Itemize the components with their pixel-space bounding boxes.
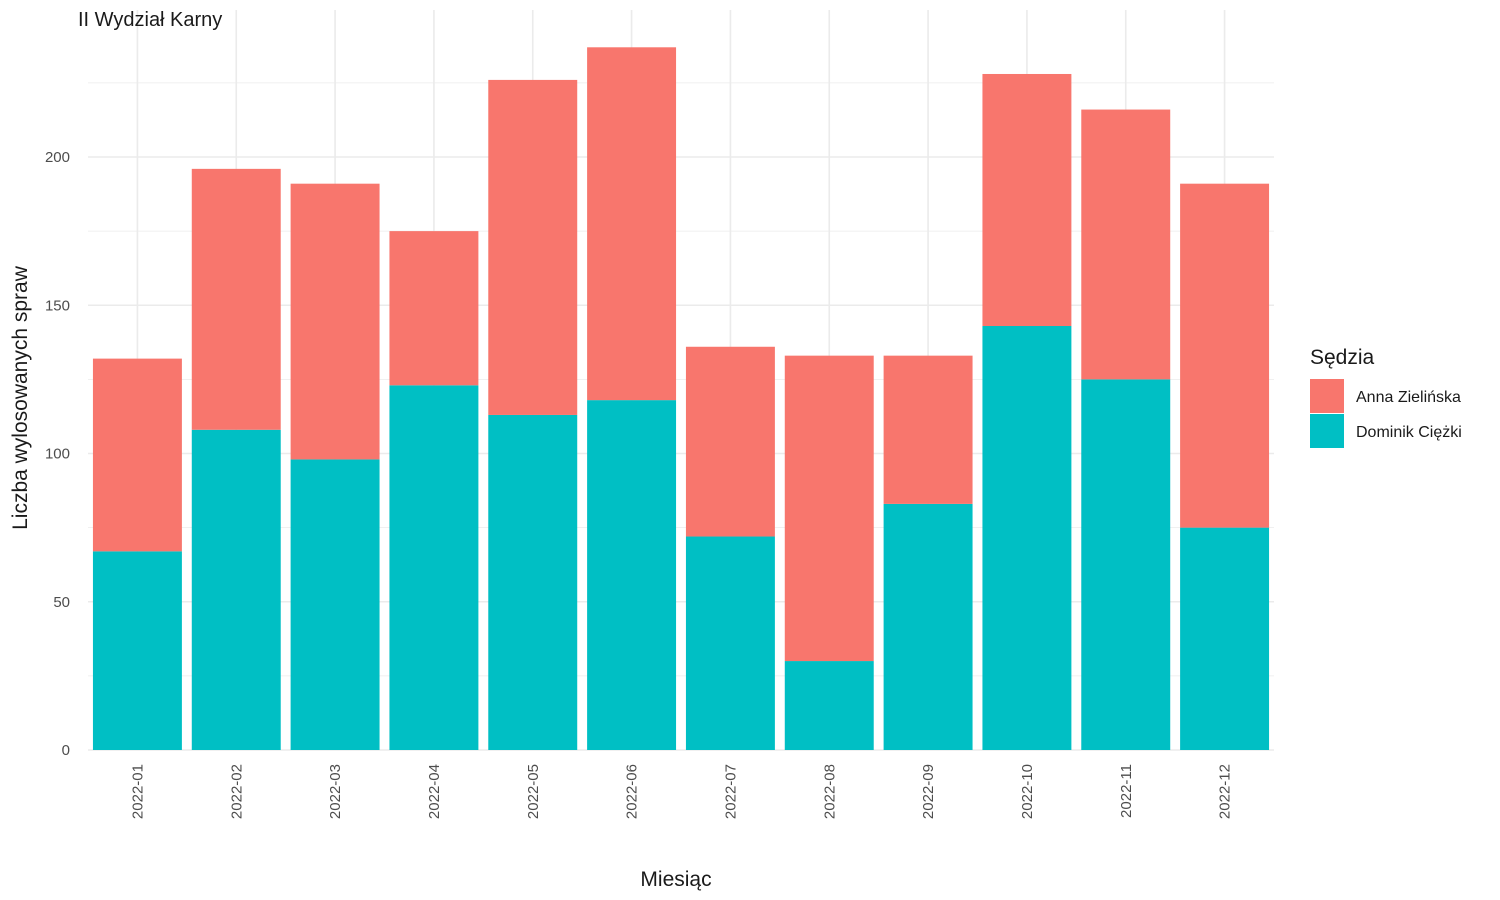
bar-segment <box>191 168 281 430</box>
y-tick-label: 0 <box>62 742 70 759</box>
bar-segment <box>1180 183 1270 528</box>
bar-segment <box>389 385 479 750</box>
bars <box>92 47 1270 750</box>
x-tick-label: 2022-04 <box>426 764 443 819</box>
bar-segment <box>883 503 973 750</box>
y-axis-title: Liczba wylosowanych spraw <box>9 265 32 530</box>
bar-segment <box>290 183 380 460</box>
x-axis-ticks: 2022-01 2022-02 2022-03 2022-04 2022-05 2022-… <box>129 764 1233 819</box>
bar-segment <box>488 79 578 415</box>
bar-segment <box>191 429 281 750</box>
bar-segment <box>587 47 677 401</box>
x-tick-label: 2022-11 <box>1118 764 1135 818</box>
bar-segment <box>883 355 973 504</box>
bar-segment <box>389 231 479 386</box>
x-tick-label: 2022-09 <box>920 764 937 819</box>
legend-title: Sędzia <box>1310 346 1375 369</box>
bar-segment <box>488 414 578 750</box>
legend-label: Dominik Ciężki <box>1356 424 1462 441</box>
bar-segment <box>685 536 775 750</box>
bar-segment <box>1081 379 1171 750</box>
y-tick-label: 100 <box>45 446 70 463</box>
bar-segment <box>290 459 380 750</box>
x-tick-label: 2022-03 <box>327 764 344 819</box>
y-tick-label: 200 <box>45 149 70 166</box>
legend-label: Anna Zielińska <box>1356 389 1461 406</box>
x-axis-title: Miesiąc <box>640 868 711 891</box>
legend-items: Anna Zielińska Dominik Ciężki <box>1310 379 1462 448</box>
bar-segment <box>685 346 775 537</box>
bar-segment <box>587 400 677 750</box>
chart-title: II Wydział Karny <box>78 9 222 31</box>
x-tick-label: 2022-02 <box>228 764 245 819</box>
y-tick-label: 50 <box>53 594 70 611</box>
y-axis-ticks: 0 50 100 150 200 <box>45 149 70 759</box>
legend: Sędzia Anna Zielińska Dominik Ciężki <box>1310 346 1462 448</box>
bar-segment <box>982 326 1072 750</box>
x-tick-label: 2022-06 <box>624 764 641 819</box>
bar-segment <box>982 73 1072 327</box>
bar-segment <box>784 661 874 750</box>
bar-segment <box>92 551 182 750</box>
bar-segment <box>784 355 874 662</box>
x-tick-label: 2022-08 <box>821 764 838 819</box>
bar-segment <box>1081 109 1171 380</box>
x-tick-label: 2022-07 <box>722 764 739 819</box>
legend-swatch <box>1310 379 1344 413</box>
y-tick-label: 150 <box>45 297 70 314</box>
x-tick-label: 2022-01 <box>129 764 146 819</box>
legend-swatch <box>1310 414 1344 448</box>
bar-segment <box>1180 527 1270 750</box>
x-tick-label: 2022-12 <box>1217 764 1234 819</box>
x-tick-label: 2022-05 <box>525 764 542 819</box>
x-tick-label: 2022-10 <box>1019 764 1036 819</box>
bar-segment <box>92 358 182 552</box>
